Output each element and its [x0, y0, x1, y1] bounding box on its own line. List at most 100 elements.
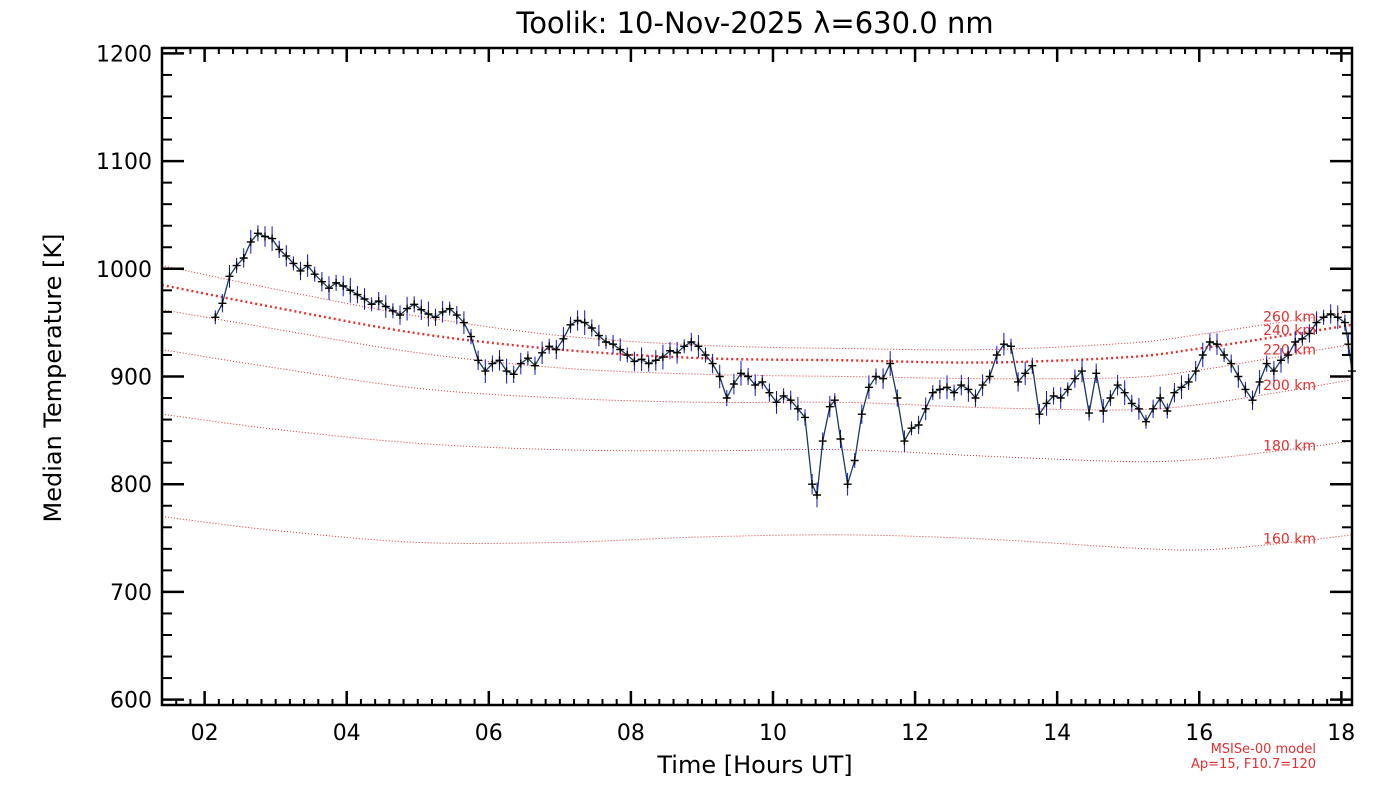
data-point — [644, 359, 653, 368]
data-point — [1142, 417, 1150, 426]
data-point — [388, 306, 397, 315]
model-label-180-km: 180 km — [1263, 438, 1316, 454]
data-point — [864, 383, 873, 392]
data-point — [1120, 388, 1129, 397]
data-point — [289, 259, 298, 268]
data-point — [630, 357, 639, 366]
data-point — [1078, 367, 1086, 376]
data-point — [893, 394, 902, 402]
data-point — [1134, 404, 1143, 413]
data-point — [1248, 396, 1257, 405]
data-point — [744, 372, 753, 381]
series-line — [214, 232, 1353, 498]
data-point — [666, 346, 674, 355]
data-point — [417, 305, 426, 314]
chart-title: Toolik: 10-Nov-2025 λ=630.0 nm — [515, 6, 993, 40]
data-point — [978, 381, 987, 390]
x-axis-label: Time [Hours UT] — [656, 751, 852, 779]
data-point — [538, 348, 547, 357]
y-tick-label: 600 — [110, 689, 152, 714]
data-point — [786, 396, 795, 405]
data-point — [900, 437, 909, 446]
model-curve-240-km — [161, 283, 1353, 364]
plot-frame — [160, 46, 1354, 707]
data-point — [1049, 391, 1058, 400]
data-point — [310, 270, 319, 279]
data-point — [232, 261, 241, 270]
data-point — [367, 300, 376, 309]
data-point — [950, 388, 959, 397]
data-point — [1262, 359, 1271, 368]
data-point — [1184, 377, 1193, 386]
x-tick-label: 10 — [759, 721, 787, 746]
data-point — [253, 229, 262, 238]
data-point — [1070, 374, 1079, 383]
data-point — [779, 391, 788, 400]
data-point — [1099, 407, 1108, 415]
data-point — [474, 356, 483, 365]
data-point — [1255, 377, 1264, 386]
data-point — [573, 316, 582, 325]
data-point — [1291, 338, 1300, 346]
data-point — [1007, 342, 1015, 351]
data-point — [1092, 369, 1101, 378]
data-point — [830, 396, 839, 405]
data-point — [296, 266, 305, 275]
data-point — [957, 381, 966, 390]
data-point — [225, 272, 234, 281]
data-point — [1305, 329, 1314, 338]
data-point — [545, 342, 554, 351]
data-point — [673, 348, 682, 357]
data-point — [843, 480, 852, 489]
model-label-160-km: 160 km — [1263, 532, 1316, 548]
data-point — [580, 318, 589, 327]
data-point — [566, 320, 575, 329]
x-tick-label: 16 — [1185, 721, 1213, 746]
model-curve-180-km — [161, 413, 1353, 463]
data-point — [616, 345, 625, 354]
y-tick-label: 800 — [110, 473, 152, 498]
data-point — [1198, 351, 1207, 359]
data-point — [772, 398, 781, 407]
data-point — [879, 374, 888, 383]
data-point — [1170, 388, 1179, 397]
data-point — [758, 377, 767, 386]
data-point — [552, 345, 561, 354]
model-label-200-km: 200 km — [1263, 378, 1316, 394]
data-point — [523, 354, 532, 363]
model-params-note: Ap=15, F10.7=120 — [1191, 757, 1316, 772]
axes: 02 04 06 08 10 12 14 16 18 600 700 800 900 1000 1100 12… — [96, 42, 1355, 746]
data-point — [325, 284, 333, 293]
data-point — [971, 394, 980, 402]
data-point — [1312, 318, 1321, 327]
data-point — [921, 404, 930, 413]
y-tick-label: 1000 — [96, 258, 152, 283]
data-point — [424, 310, 433, 318]
data-point — [1213, 340, 1221, 349]
data-point — [1284, 351, 1293, 359]
data-point — [531, 361, 539, 370]
data-point — [818, 437, 827, 446]
y-tick-label: 700 — [110, 581, 152, 606]
data-point — [872, 372, 880, 381]
data-point — [246, 237, 255, 246]
data-point — [353, 290, 362, 299]
data-point — [825, 402, 834, 411]
data-point — [452, 311, 461, 320]
data-point — [1177, 383, 1186, 392]
data-point — [459, 318, 468, 327]
data-point — [637, 355, 646, 364]
data-point — [509, 370, 518, 379]
data-point — [1028, 361, 1037, 370]
data-point — [360, 295, 369, 303]
data-point — [729, 380, 738, 388]
data-point — [964, 385, 973, 394]
y-tick-label: 1200 — [96, 42, 152, 67]
data-point — [886, 359, 895, 368]
data-point — [332, 278, 341, 287]
data-point — [609, 340, 618, 349]
data-point — [1149, 404, 1158, 413]
data-point — [1063, 385, 1072, 394]
data-point — [396, 311, 404, 320]
